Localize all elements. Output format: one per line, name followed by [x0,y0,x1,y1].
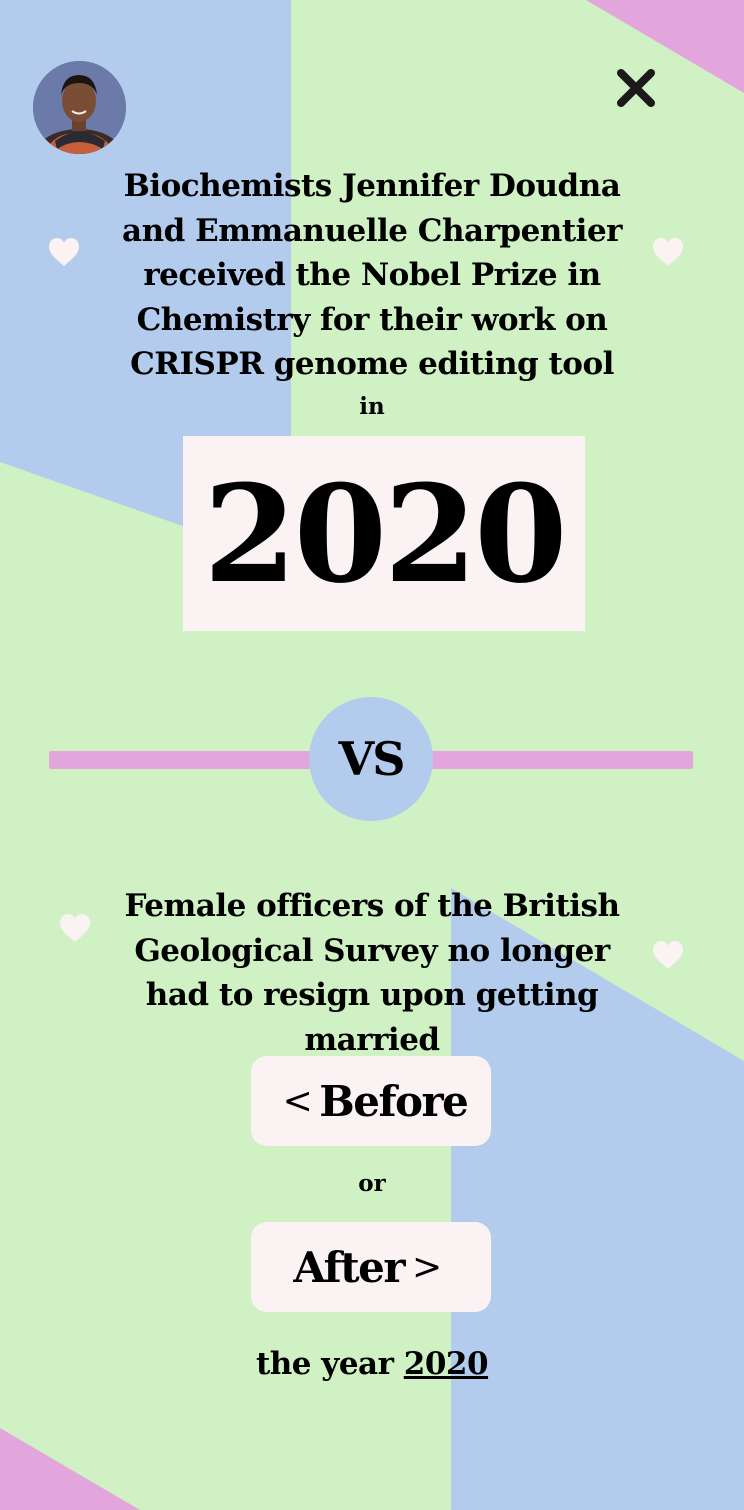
heart-icon [58,912,92,944]
chevron-right-icon: > [412,1246,442,1288]
avatar [33,61,126,154]
footer-caption: the year 2020 [0,1346,744,1382]
after-button[interactable]: After > [251,1222,491,1312]
in-label: in [359,393,385,420]
footer-year-link[interactable]: 2020 [403,1346,489,1382]
heart-icon [651,236,685,268]
footer-prefix: the year [255,1346,394,1382]
vs-badge: VS [309,697,433,821]
chevron-left-icon: < [282,1080,313,1122]
event-description: Biochemists Jennifer Doudna and Emmanuel… [122,168,623,382]
close-x-icon [617,69,655,107]
question-description: Female officers of the British Geologica… [124,888,620,1058]
after-label: After [293,1242,405,1292]
before-button[interactable]: < Before [251,1056,491,1146]
portrait-photo-icon [33,61,126,154]
close-button[interactable] [614,66,658,110]
heart-icon [47,236,81,268]
event-year-card: 2020 [183,436,585,631]
event-year: 2020 [203,454,568,613]
or-label: or [358,1170,386,1197]
heart-icon [651,939,685,971]
before-label: Before [319,1076,469,1126]
vs-label: VS [338,732,406,786]
